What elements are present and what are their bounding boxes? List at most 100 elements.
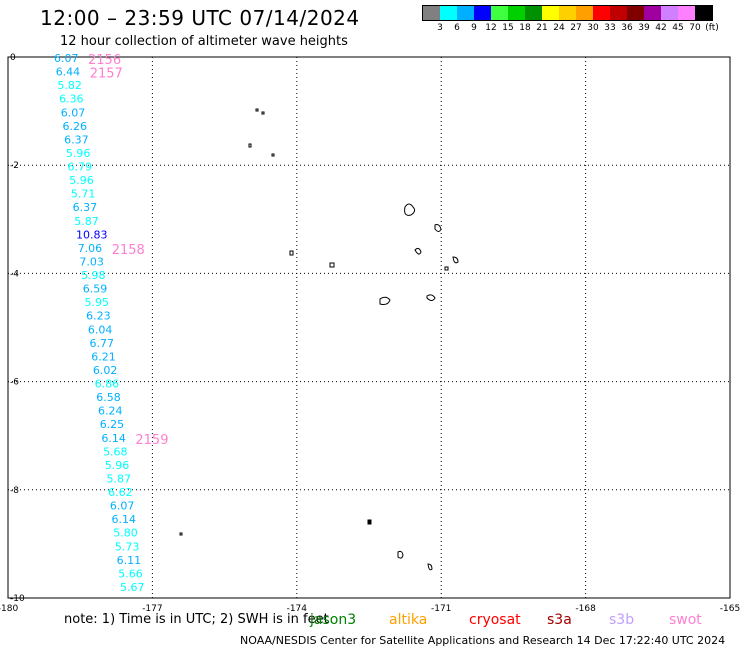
island: [379, 296, 391, 305]
satellite-name-altika: altika: [389, 612, 428, 628]
legend-label: 33: [604, 23, 616, 33]
lon-tick-label: -174: [287, 604, 308, 614]
legend-swatch: [661, 6, 678, 20]
island: [367, 519, 372, 525]
lat-tick-label: -2: [10, 161, 19, 171]
swh-label: 6.26: [62, 120, 87, 133]
swh-label: 5.66: [118, 567, 143, 580]
island: [289, 250, 294, 256]
swh-label: 6.25: [100, 418, 125, 431]
pass-number-label: 2159: [135, 433, 168, 448]
lat-tick-label: -6: [10, 378, 19, 388]
satellite-name-jason3: jason3: [310, 612, 357, 628]
color-legend: 3 6 9 12 15 18 21 24 27 30 33 36 39 42 45 70 (ft): [422, 5, 719, 35]
legend-label: 21: [536, 23, 548, 33]
island: [452, 256, 459, 264]
island: [255, 108, 259, 112]
legend-swatch: [508, 6, 525, 20]
swh-label: 5.96: [105, 459, 129, 472]
pass-number-label: 2156: [88, 53, 121, 68]
swh-label: 6.07: [61, 106, 85, 119]
legend-label: 12: [485, 23, 497, 33]
legend-swatch: [695, 6, 712, 20]
lat-tick-label: -8: [10, 486, 19, 496]
legend-label: 3: [437, 23, 443, 33]
swh-labels: 6.076.445.826.366.076.266.375.966.795.96…: [54, 52, 145, 594]
legend-label: 24: [553, 23, 565, 33]
island: [434, 224, 442, 232]
map-title: 12:00 – 23:59 UTC 07/14/2024: [40, 6, 360, 30]
lon-tick-label: -165: [720, 604, 740, 614]
footer-credit: NOAA/NESDIS Center for Satellite Applica…: [240, 634, 726, 647]
swh-label: 6.21: [91, 350, 116, 363]
island: [261, 111, 265, 115]
island: [329, 262, 335, 268]
swh-label: 5.96: [69, 174, 94, 187]
legend-label: 39: [638, 23, 650, 33]
swh-label: 6.58: [96, 391, 121, 404]
swh-label: 6.37: [64, 133, 89, 146]
island: [414, 247, 422, 255]
legend-swatch: [525, 6, 542, 20]
legend-label: (ft): [705, 23, 719, 33]
legend-label: 30: [587, 23, 599, 33]
swh-label: 5.73: [115, 540, 140, 553]
satellite-name-s3a: s3a: [547, 612, 572, 628]
swh-label: 5.87: [74, 215, 99, 228]
island: [427, 563, 433, 571]
legend-swatch: [491, 6, 508, 20]
swh-label: 6.79: [68, 161, 93, 174]
legend-swatch: [627, 6, 644, 20]
swh-label: 5.95: [84, 296, 109, 309]
legend-label: 18: [519, 23, 531, 33]
island: [426, 294, 436, 301]
axis-ticks: -180 -177 -174 -171 -168 -165 0 -2 -4 -6 -8 -10: [0, 53, 740, 614]
legend-swatch: [678, 6, 695, 20]
swh-label: 6.02: [93, 364, 118, 377]
legend-label: 15: [502, 23, 514, 33]
swh-label: 5.71: [71, 188, 96, 201]
swh-label: 6.11: [117, 554, 142, 567]
legend-swatch: [440, 6, 457, 20]
legend-label: 45: [672, 23, 684, 33]
legend-swatch: [474, 6, 491, 20]
legend-swatch: [423, 6, 440, 20]
swh-label: 6.59: [83, 283, 108, 296]
swh-label: 6.36: [59, 93, 83, 106]
legend-labels: 3 6 9 12 15 18 21 24 27 30 33 36 39 42 45 70 (ft): [422, 23, 719, 35]
legend-swatch: [576, 6, 593, 20]
pass-number-label: 2157: [90, 67, 123, 82]
legend-swatch: [457, 6, 474, 20]
swh-label: 6.14: [101, 432, 126, 445]
legend-swatch: [593, 6, 610, 20]
swh-label: 5.67: [120, 581, 145, 594]
swh-label: 6.37: [73, 201, 98, 214]
lon-tick-label: -177: [142, 604, 162, 614]
swh-label: 5.80: [113, 527, 138, 540]
swh-label: 5.87: [106, 472, 131, 485]
swh-label: 6.23: [86, 310, 111, 323]
swh-label: 5.68: [103, 445, 128, 458]
swh-label: 6.86: [95, 378, 120, 391]
legend-swatch: [644, 6, 661, 20]
pass-number-label: 2158: [112, 243, 145, 258]
swh-label: 5.82: [57, 79, 81, 92]
swh-label: 5.98: [81, 269, 106, 282]
legend-swatch: [610, 6, 627, 20]
satellite-name-swot: swot: [669, 612, 702, 628]
swh-label: 6.07: [110, 500, 135, 513]
satellite-name-s3b: s3b: [609, 612, 635, 628]
swh-label: 10.83: [76, 228, 108, 241]
legend-swatch: [542, 6, 559, 20]
swh-label: 6.04: [88, 323, 113, 336]
legend-label: 9: [471, 23, 477, 33]
island: [179, 532, 183, 536]
swh-label: 6.62: [108, 486, 132, 499]
island: [397, 550, 404, 559]
swh-label: 5.96: [66, 147, 91, 160]
satellite-name-cryosat: cryosat: [469, 612, 521, 628]
map-grid: [8, 57, 730, 598]
island: [404, 203, 416, 216]
